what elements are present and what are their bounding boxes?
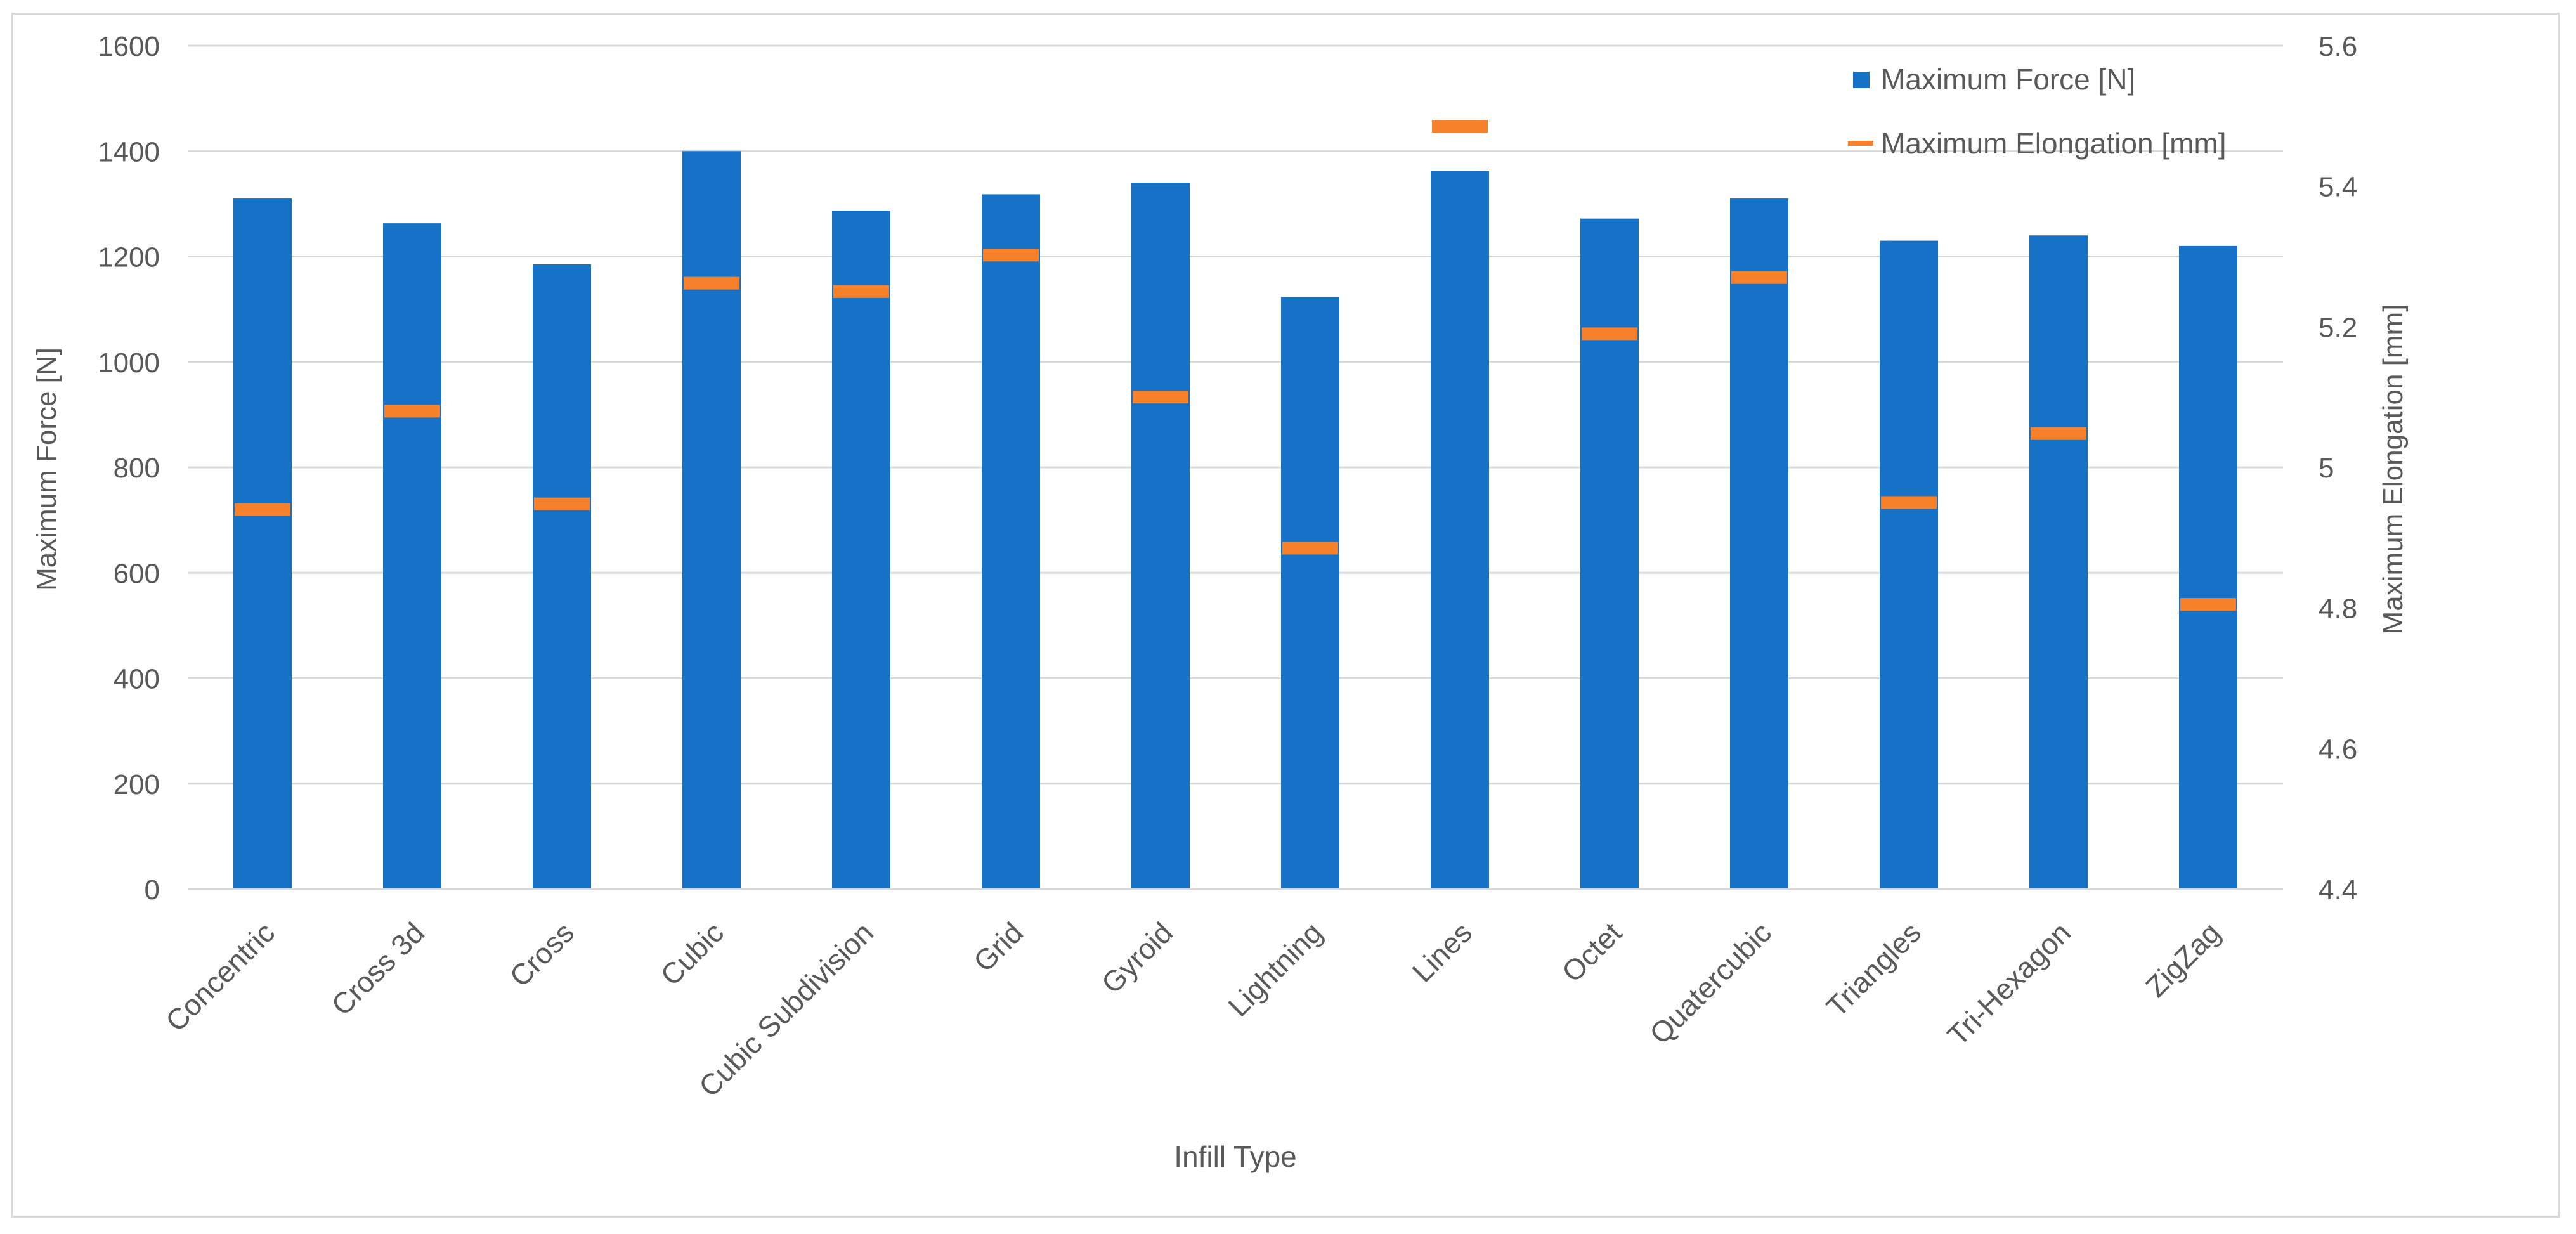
y2-tick-label: 5.4	[2319, 172, 2357, 203]
bar-force	[1281, 297, 1339, 890]
y2-tick-label: 5.2	[2319, 312, 2357, 343]
marker-elongation	[1582, 327, 1637, 341]
y-tick-label: 1000	[98, 347, 160, 379]
bar-force	[2179, 245, 2237, 889]
y-tick-label: 400	[114, 664, 160, 695]
legend-swatch-elongation	[1848, 141, 1873, 146]
y-tick-label: 1600	[98, 31, 160, 62]
x-tick-label: Gyroid	[1095, 916, 1179, 1000]
marker-elongation	[983, 249, 1039, 262]
x-axis-title: Infill Type	[1174, 1140, 1296, 1173]
bar-force	[1880, 240, 1938, 889]
y2-tick-label: 5.6	[2319, 31, 2357, 62]
marker-elongation	[534, 497, 590, 510]
x-tick-label: Lightning	[1221, 916, 1329, 1023]
marker-elongation	[1731, 271, 1787, 284]
bar-force	[682, 151, 741, 889]
marker-elongation	[2180, 598, 2236, 611]
legend: Maximum Force [N] Maximum Elongation [mm…	[1848, 63, 2227, 160]
y2-tick-label: 5	[2319, 453, 2334, 484]
x-tick-label: Tri-Hexagon	[1941, 916, 2078, 1052]
y2-tick-label: 4.4	[2319, 874, 2357, 906]
y2-tick-label: 4.6	[2319, 734, 2357, 765]
marker-elongation	[2031, 427, 2086, 440]
bar-force	[1431, 171, 1489, 889]
marker-elongation	[833, 285, 889, 298]
bar-force	[982, 194, 1040, 890]
marker-elongation	[1432, 120, 1488, 133]
bar-force	[233, 198, 292, 889]
x-tick-label: Concentric	[159, 916, 281, 1037]
legend-label-force: Maximum Force [N]	[1881, 63, 2135, 96]
legend-swatch-force	[1853, 72, 1870, 88]
marker-elongation	[384, 405, 440, 418]
bar-force	[832, 211, 890, 889]
y-axis-title: Maximum Force [N]	[31, 347, 62, 591]
x-tick-label: ZigZag	[2139, 916, 2227, 1003]
x-tick-label: Octet	[1556, 916, 1629, 989]
marker-elongation	[235, 503, 290, 516]
x-tick-label: Quatercubic	[1643, 916, 1778, 1050]
marker-elongation	[1133, 391, 1188, 404]
y-tick-label: 1200	[98, 242, 160, 273]
x-tick-label: Cross	[503, 916, 580, 993]
bar-force	[383, 223, 441, 890]
y-tick-label: 600	[114, 558, 160, 589]
x-tick-label: Cross 3d	[325, 916, 431, 1022]
bar-force	[2029, 235, 2088, 889]
y2-axis-title: Maximum Elongation [mm]	[2378, 304, 2409, 635]
y-tick-label: 0	[145, 874, 160, 906]
gridlines	[188, 44, 2283, 890]
y2-tick-label: 4.8	[2319, 594, 2357, 625]
x-tick-label: Triangles	[1820, 916, 1927, 1023]
elongation-markers	[235, 120, 2236, 611]
x-tick-label: Cubic	[654, 916, 730, 992]
force-bars	[233, 151, 2237, 890]
marker-elongation	[684, 276, 739, 290]
bar-force	[1131, 183, 1190, 889]
bar-force	[533, 264, 591, 889]
marker-elongation	[1881, 496, 1937, 509]
y-tick-label: 1400	[98, 136, 160, 167]
legend-label-elongation: Maximum Elongation [mm]	[1881, 127, 2227, 160]
x-tick-label: Lines	[1406, 916, 1479, 989]
y-tick-label: 200	[114, 769, 160, 800]
bar-force	[1580, 218, 1639, 889]
y-tick-label: 800	[114, 453, 160, 484]
bar-force	[1730, 198, 1788, 889]
marker-elongation	[1282, 542, 1338, 555]
x-tick-label: Grid	[967, 916, 1029, 978]
